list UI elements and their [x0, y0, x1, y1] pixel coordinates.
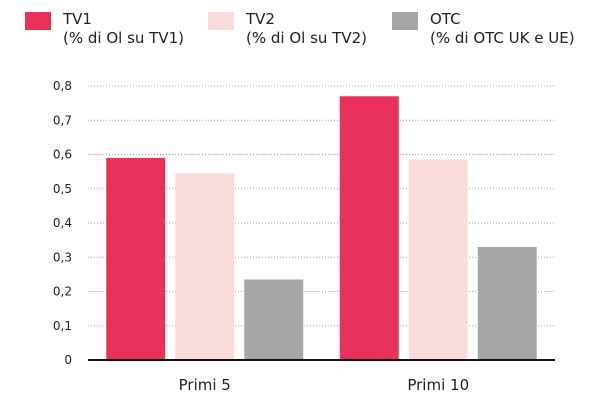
x-category-label: Primi 5: [179, 376, 231, 394]
y-tick-label: 0,4: [53, 216, 72, 230]
y-tick-label: 0: [64, 353, 72, 367]
legend-swatch-tv1: [25, 12, 51, 30]
y-tick-label: 0,8: [53, 79, 72, 93]
bar-otc-1: [244, 279, 304, 360]
bar-tv2-2: [408, 159, 468, 360]
bar-tv1-1: [106, 157, 166, 360]
y-tick-label: 0,5: [53, 182, 72, 196]
y-tick-label: 0,6: [53, 148, 72, 162]
legend-label-otc: OTC: [430, 10, 461, 28]
y-tick-label: 0,2: [53, 285, 72, 299]
legend-label-tv1: TV1: [63, 10, 92, 28]
bar-otc-2: [477, 246, 537, 360]
legend-note-otc: (% di OTC UK e UE): [430, 29, 575, 47]
legend-note-tv2: (% di Ol su TV2): [246, 29, 367, 47]
legend-note-tv1: (% di Ol su TV1): [63, 29, 184, 47]
x-category-label: Primi 10: [407, 376, 469, 394]
legend-label-tv2: TV2: [246, 10, 275, 28]
y-tick-label: 0,1: [53, 319, 72, 333]
bar-tv2-1: [175, 173, 235, 360]
legend-swatch-tv2: [208, 12, 234, 30]
legend-swatch-otc: [392, 12, 418, 30]
bar-tv1-2: [339, 96, 399, 361]
y-tick-label: 0,7: [53, 113, 72, 127]
y-tick-label: 0,3: [53, 250, 72, 264]
